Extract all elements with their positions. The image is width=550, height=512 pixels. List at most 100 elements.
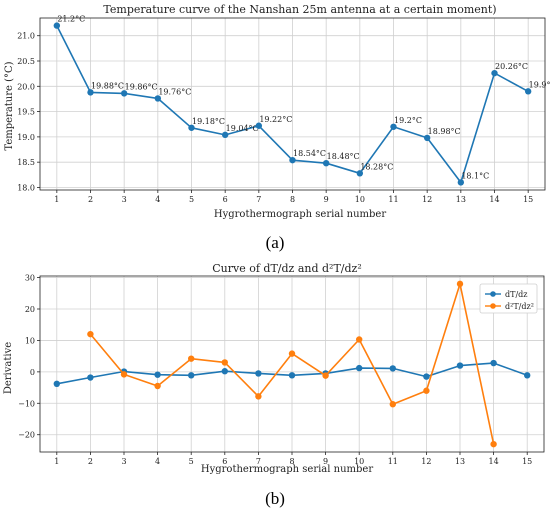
b-x-tick-label: 6 — [222, 457, 227, 466]
b-series-0-point — [154, 371, 161, 378]
a-data-label: 19.86°C — [125, 82, 158, 91]
a-series-0-point — [457, 179, 465, 186]
a-y-tick-label: 21.0 — [17, 32, 35, 41]
b-series-1-point — [188, 355, 195, 362]
a-y-tick-label: 18.5 — [17, 158, 35, 167]
b-series-0-point — [356, 364, 363, 372]
b-series-1-point — [456, 280, 464, 288]
legend-entry-d2tdz2: d²T/dz² — [505, 302, 534, 311]
b-series-0-point — [423, 373, 430, 380]
b-series-0-point — [255, 370, 262, 377]
b-series-0-point — [524, 372, 531, 379]
b-x-tick-label: 4 — [155, 457, 160, 466]
a-y-tick-label: 19.0 — [17, 133, 35, 142]
a-y-tick-label: 20.0 — [17, 82, 35, 91]
b-series-0-point — [87, 374, 94, 381]
b-x-tick-label: 3 — [121, 457, 126, 466]
a-x-tick-label: 13 — [456, 195, 466, 204]
b-y-tick-label: 20 — [25, 305, 35, 314]
b-x-tick-label: 1 — [54, 457, 59, 466]
a-data-label: 18.98°C — [428, 127, 461, 136]
a-data-label: 19.04°C — [226, 124, 259, 133]
a-data-label: 19.9°C — [529, 80, 550, 89]
b-series-0-point — [456, 362, 464, 369]
b-x-tick-label: 8 — [289, 457, 294, 466]
chart-a-y-axis-label: Temperature (°C) — [4, 61, 15, 150]
a-series-0-point — [524, 88, 532, 95]
a-x-tick-label: 8 — [290, 195, 295, 204]
a-series-0-point — [53, 22, 61, 29]
b-series-0-point — [389, 365, 396, 372]
b-series-0-point — [53, 380, 60, 387]
a-y-tick-label: 18.0 — [17, 183, 35, 192]
a-data-label: 18.28°C — [360, 162, 393, 171]
a-series-0-point — [221, 131, 229, 139]
legend-entry-dtdz: dT/dz — [505, 290, 528, 299]
a-series-0-point — [356, 170, 364, 177]
a-data-label: 19.88°C — [91, 81, 124, 90]
temperature-chart: Temperature curve of the Nanshan 25m ant… — [4, 3, 550, 252]
b-series-1-point — [288, 350, 296, 357]
a-x-tick-label: 1 — [54, 195, 59, 204]
a-series-0-point — [255, 122, 263, 129]
b-x-tick-label: 14 — [489, 457, 499, 466]
panel-label-a: (a) — [266, 233, 285, 252]
b-y-tick-label: 0 — [30, 368, 35, 377]
b-series-1-point — [322, 372, 329, 379]
b-series-1-point — [120, 371, 128, 378]
b-series-0-point — [221, 368, 228, 375]
b-series-1-point — [490, 440, 497, 448]
a-series-0-point — [390, 123, 397, 130]
b-y-tick-label: −10 — [18, 399, 35, 408]
a-x-tick-label: 5 — [189, 195, 194, 204]
a-x-tick-label: 6 — [223, 195, 228, 204]
a-series-0-point — [491, 69, 498, 77]
a-series-0-point — [87, 89, 94, 96]
b-series-1-point — [356, 336, 363, 343]
a-series-0-point — [188, 124, 195, 131]
a-data-label: 19.18°C — [192, 117, 225, 126]
a-data-label: 20.26°C — [495, 62, 528, 71]
b-series-0-point — [288, 372, 296, 379]
b-x-tick-label: 15 — [522, 457, 532, 466]
a-data-label: 18.54°C — [293, 149, 326, 158]
chart-b-y-axis-label: Derivative — [3, 342, 14, 394]
a-y-tick-label: 20.5 — [17, 57, 35, 66]
a-x-tick-label: 15 — [523, 195, 533, 204]
derivative-chart: Curve of dT/dz and d²T/dz² 1 2 3 4 5 6 7 8 9 10 11… — [3, 262, 545, 508]
a-series-0-point — [289, 156, 296, 164]
chart-a-x-axis-label: Hygrothermograph serial number — [214, 209, 386, 220]
b-y-tick-label: 10 — [25, 336, 35, 345]
a-data-label: 18.1°C — [461, 171, 489, 180]
a-x-tick-label: 3 — [122, 195, 127, 204]
a-data-label: 19.76°C — [158, 87, 191, 96]
a-x-tick-label: 9 — [324, 195, 329, 204]
chart-b-legend: dT/dz d²T/dz² — [479, 283, 538, 314]
panel-label-b: (b) — [265, 489, 285, 508]
b-y-tick-label: 30 — [25, 274, 35, 283]
a-series-0-point — [423, 134, 431, 142]
b-x-tick-label: 10 — [354, 457, 364, 466]
a-x-tick-label: 14 — [489, 195, 499, 204]
chart-b-x-axis-label: Hygrothermograph serial number — [201, 464, 373, 475]
b-x-tick-label: 7 — [256, 457, 261, 466]
a-y-tick-label: 19.5 — [17, 108, 35, 117]
b-series-0-point — [490, 359, 497, 367]
b-x-tick-label: 5 — [189, 457, 194, 466]
chart-a-title: Temperature curve of the Nanshan 25m ant… — [103, 3, 496, 16]
a-series-0-point — [120, 90, 128, 97]
a-data-label: 19.22°C — [259, 115, 292, 124]
b-series-0-point — [188, 372, 195, 379]
a-data-label: 18.48°C — [327, 152, 360, 161]
chart-b-title: Curve of dT/dz and d²T/dz² — [212, 262, 362, 275]
a-data-label: 19.2°C — [394, 116, 422, 125]
a-x-tick-label: 4 — [155, 195, 160, 204]
b-series-1-point — [221, 359, 228, 366]
b-series-1-point — [389, 401, 396, 408]
a-x-tick-label: 12 — [422, 195, 432, 204]
b-x-tick-label: 9 — [323, 457, 328, 466]
a-x-tick-label: 2 — [88, 195, 93, 204]
a-x-tick-label: 10 — [355, 195, 365, 204]
b-series-1-point — [154, 382, 161, 390]
